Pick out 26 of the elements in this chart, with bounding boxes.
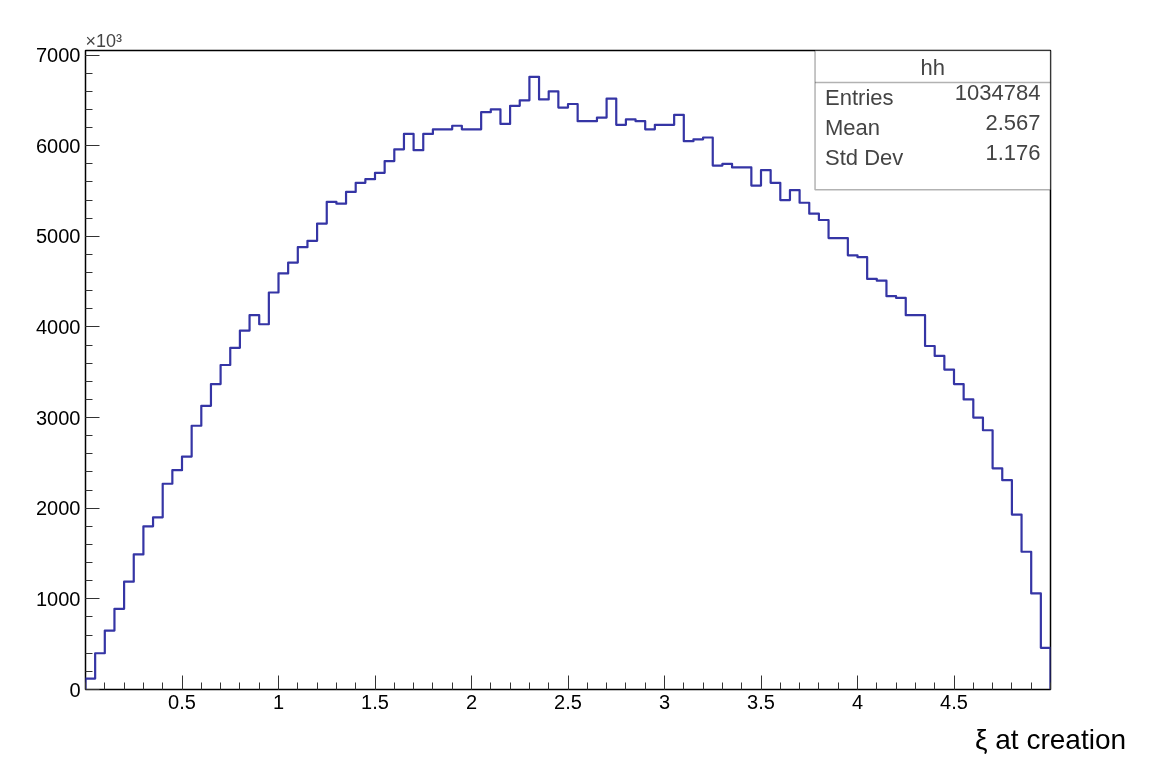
- y-tick-label: 2000: [36, 497, 81, 520]
- x-tick-label: 4.5: [940, 690, 968, 713]
- x-tick-label: 3.5: [747, 690, 775, 713]
- annotation: 1034784: [954, 80, 1041, 106]
- annotation: Mean: [825, 115, 881, 141]
- x-tick-label: 1: [272, 690, 285, 713]
- x-tick-label: 2.5: [554, 690, 582, 713]
- y-tick-label: 6000: [36, 134, 81, 157]
- x-tick-label: 3: [658, 690, 671, 713]
- x-tick-label: 4: [851, 690, 864, 713]
- annotation: Std Dev: [825, 145, 904, 171]
- y-tick-label: 7000: [36, 44, 81, 67]
- y-tick-label: 5000: [36, 225, 81, 248]
- y-tick-label: 0: [69, 678, 81, 701]
- text: ×10³: [85, 30, 123, 51]
- annotation: 1.176: [985, 140, 1041, 166]
- y-tick-label: 4000: [36, 315, 81, 338]
- annotation: Entries: [825, 85, 894, 111]
- x-axis-title: ξ at creation: [974, 723, 1127, 755]
- x-tick-label: 2: [465, 690, 478, 713]
- y-tick-label: 3000: [36, 406, 81, 429]
- y-tick-label: 1000: [36, 587, 81, 610]
- annotation: 2.567: [985, 110, 1041, 136]
- x-tick-label: 1.5: [361, 690, 389, 713]
- x-tick-label: 0.5: [168, 690, 196, 713]
- annotation: hh: [920, 54, 946, 80]
